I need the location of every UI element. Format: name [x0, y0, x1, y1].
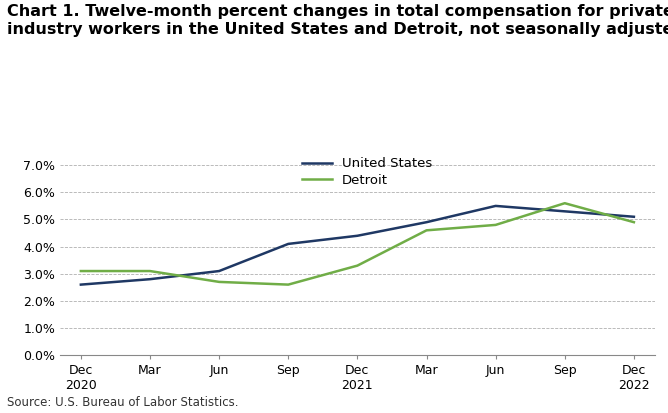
Text: Source: U.S. Bureau of Labor Statistics.: Source: U.S. Bureau of Labor Statistics.	[7, 396, 238, 409]
Text: Chart 1. Twelve-month percent changes in total compensation for private
industry: Chart 1. Twelve-month percent changes in…	[7, 4, 668, 36]
Legend: United States, Detroit: United States, Detroit	[303, 157, 432, 187]
